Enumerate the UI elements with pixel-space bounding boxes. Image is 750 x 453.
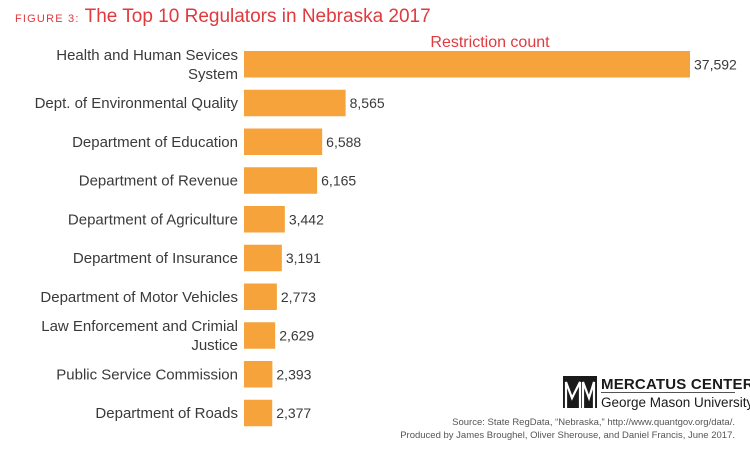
value-label-7: 2,629 (279, 328, 314, 344)
value-label-3: 6,165 (321, 173, 356, 189)
figure-label-text: FIGURE 3: (15, 13, 80, 25)
category-label-3: Department of Revenue (79, 173, 238, 190)
series-label: Restriction count (430, 34, 550, 51)
category-label-7-line-1: Justice (191, 337, 238, 354)
bar-9 (244, 399, 273, 427)
value-label-6: 2,773 (281, 289, 316, 305)
value-label-9: 2,377 (276, 405, 311, 421)
bar-7 (244, 322, 276, 349)
category-label-4: Department of Agriculture (68, 211, 238, 228)
bar-8 (244, 361, 273, 388)
source-line-1: Source: State RegData, “Nebraska,” http:… (452, 417, 735, 428)
category-label-1: Dept. of Environmental Quality (35, 95, 239, 112)
value-label-1: 8,565 (350, 95, 385, 111)
bar-1 (244, 89, 346, 117)
mercatus-logo: MERCATUS CENTER George Mason University (563, 376, 750, 410)
category-label-6: Department of Motor Vehicles (40, 289, 238, 306)
category-label-7-line-0: Law Enforcement and Crimial (41, 318, 238, 335)
category-label-8: Public Service Commission (56, 366, 238, 383)
category-label-9: Department of Roads (95, 405, 238, 422)
bar-6 (244, 283, 277, 310)
value-label-4: 3,442 (289, 211, 324, 227)
category-label-0-line-1: System (188, 66, 238, 83)
bars-group: 37,592 Health and Human Sevices System 8,56… (35, 47, 737, 427)
bar-2 (244, 128, 323, 155)
bar-4 (244, 206, 285, 233)
logo-name: MERCATUS CENTER (601, 376, 750, 393)
source-line-2: Produced by James Broughel, Oliver Shero… (400, 430, 735, 441)
logo-university: George Mason University (601, 395, 750, 410)
logo-mark-icon (563, 376, 597, 408)
value-label-8: 2,393 (276, 366, 311, 382)
bar-3 (244, 167, 318, 194)
category-label-0-line-0: Health and Human Sevices (56, 47, 238, 64)
category-label-5: Department of Insurance (73, 250, 238, 267)
value-label-5: 3,191 (286, 250, 321, 266)
bar-5 (244, 244, 282, 272)
figure-label: FIGURE 3: The Top 10 Regulators in Nebras… (15, 6, 431, 27)
bar-0 (244, 51, 690, 78)
value-label-2: 6,588 (326, 134, 361, 150)
chart-title: The Top 10 Regulators in Nebraska 2017 (85, 6, 431, 27)
value-label-0: 37,592 (694, 56, 737, 72)
category-label-2: Department of Education (72, 134, 238, 151)
